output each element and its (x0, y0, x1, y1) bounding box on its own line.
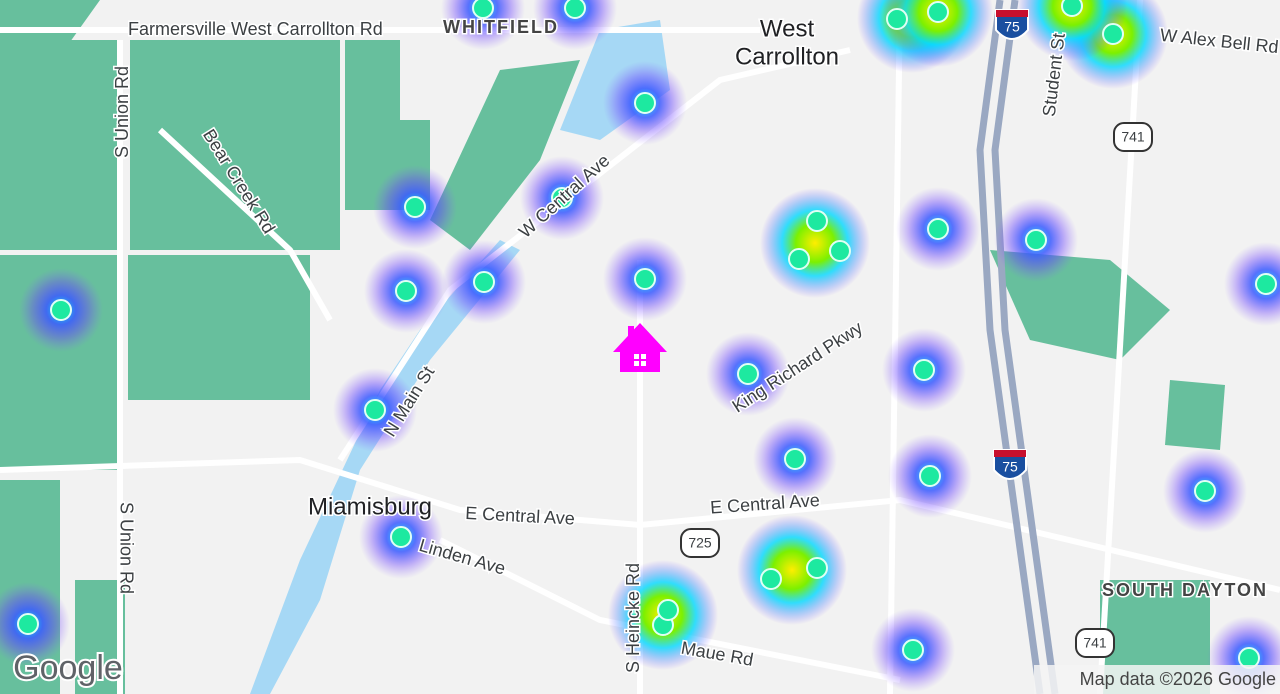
heat-blob (533, 0, 617, 50)
shields: 75 75 741 741 725 (680, 9, 1153, 658)
area-label: SOUTH DAYTON (1102, 580, 1268, 600)
road-label: S Union Rd (112, 66, 132, 158)
marker (806, 210, 828, 232)
marker (50, 299, 72, 321)
marker (927, 218, 949, 240)
marker (1061, 0, 1083, 17)
marker (395, 280, 417, 302)
shield-label: 75 (1004, 19, 1020, 35)
marker (829, 240, 851, 262)
road-label: S Heincke Rd (623, 563, 643, 673)
marker (886, 8, 908, 30)
marker (913, 359, 935, 381)
marker (657, 599, 679, 621)
google-logo: Google (13, 649, 123, 687)
marker (472, 0, 494, 19)
area-label: WHITFIELD (443, 17, 559, 37)
marker (564, 0, 586, 19)
place-label: West (760, 15, 815, 42)
heat-blob (441, 0, 525, 50)
home-icon (613, 323, 667, 372)
marker (806, 557, 828, 579)
marker (17, 613, 39, 635)
marker (634, 92, 656, 114)
marker (404, 196, 426, 218)
shield-label: 75 (1002, 459, 1018, 475)
road-label: Farmersville West Carrollton Rd (128, 19, 383, 39)
shield-label: 741 (1083, 635, 1107, 651)
shield-label: 741 (1121, 129, 1145, 145)
marker (902, 639, 924, 661)
attribution: Map data ©2026 Google (1080, 669, 1276, 689)
marker (1025, 229, 1047, 251)
marker (364, 399, 386, 421)
marker (927, 1, 949, 23)
marker (760, 568, 782, 590)
marker (737, 363, 759, 385)
heat-blob (1017, 0, 1127, 61)
shield-label: 725 (688, 535, 712, 551)
marker (1194, 480, 1216, 502)
marker (634, 268, 656, 290)
marker (551, 187, 573, 209)
heat-blob (883, 0, 993, 67)
marker (919, 465, 941, 487)
attribution-bg (1034, 665, 1280, 694)
heat-blob (737, 515, 847, 625)
marker (390, 526, 412, 548)
marker (784, 448, 806, 470)
heat-blob (760, 188, 870, 298)
marker (1102, 23, 1124, 45)
place-label: Miamisburg (308, 493, 432, 520)
marker (788, 248, 810, 270)
marker (473, 271, 495, 293)
place-label: Carrollton (735, 43, 839, 70)
heat-blob (1224, 242, 1280, 326)
road-label: S Union Rd (116, 502, 136, 594)
marker (1255, 273, 1277, 295)
